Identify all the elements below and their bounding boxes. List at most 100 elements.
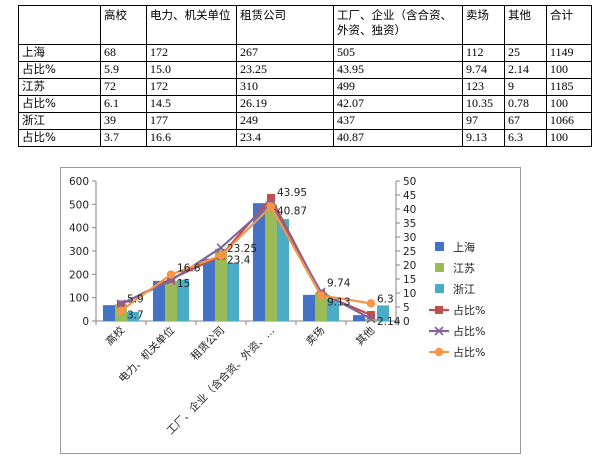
table-cell: 9 <box>504 78 547 96</box>
y-tick-label: 600 <box>69 176 89 188</box>
table-cell: 100 <box>546 129 592 147</box>
table-cell: 1185 <box>546 78 592 96</box>
table-cell: 43.95 <box>333 61 463 79</box>
table-cell: 39 <box>100 112 147 130</box>
table-cell: 267 <box>236 44 334 62</box>
bar <box>215 248 227 321</box>
category-label: 租赁公司 <box>188 324 227 363</box>
point <box>167 275 175 283</box>
table-cell: 6.3 <box>504 129 547 147</box>
data-label: 5.9 <box>127 293 144 305</box>
legend-marker <box>435 306 443 314</box>
y2-tick-label: 50 <box>403 176 416 188</box>
data-label: 23.25 <box>227 243 257 255</box>
data-label: 43.95 <box>277 187 307 199</box>
row-label-cell: 占比% <box>18 129 101 147</box>
table-cell: 16.6 <box>146 129 237 147</box>
point <box>216 243 226 253</box>
table-cell: 172 <box>146 44 237 62</box>
table-cell: 40.87 <box>333 129 463 147</box>
legend-marker <box>434 326 444 336</box>
legend-swatch <box>435 263 444 272</box>
y2-tick-label: 25 <box>403 246 416 258</box>
header-cell-total: 合计 <box>546 5 592 45</box>
legend-label: 江苏 <box>453 262 475 275</box>
data-label: 2.14 <box>377 316 401 328</box>
point <box>366 299 376 308</box>
legend-swatch <box>435 284 444 293</box>
row-label-cell: 占比% <box>18 61 101 79</box>
bar <box>165 280 177 321</box>
bar <box>277 219 289 321</box>
chart-area: 0 100 200 300 400 500 600 0 5 10 15 20 25 30 35 40 45 50 5… <box>60 167 521 454</box>
table-cell: 1149 <box>546 44 592 62</box>
table-cell: 177 <box>146 112 237 130</box>
data-label: 15 <box>177 278 190 290</box>
category-label: 高校 <box>103 324 127 348</box>
table-cell: 505 <box>333 44 463 62</box>
data-label: 9.13 <box>327 296 350 308</box>
table-cell: 3.7 <box>100 129 147 147</box>
bar <box>365 318 377 321</box>
point <box>367 311 375 320</box>
point <box>267 193 275 202</box>
bar <box>303 294 315 321</box>
statistics-table: 高校 电力、机关单位 租赁公司 工厂、企业（含合资、外资、独资） 卖场 其他 合… <box>18 5 592 147</box>
table-row: 占比% 5.9 15.0 23.25 43.95 9.74 2.14 100 <box>18 61 592 79</box>
point <box>116 299 126 309</box>
y2-tick-label: 40 <box>403 204 416 216</box>
table-cell: 97 <box>462 112 505 130</box>
point <box>166 270 176 279</box>
legend-label: 上海 <box>453 240 475 254</box>
bar <box>253 203 265 321</box>
bar <box>103 305 115 321</box>
point <box>366 314 376 324</box>
bar <box>227 262 239 321</box>
y2-tick-label: 15 <box>403 274 416 286</box>
data-label: 23.4 <box>227 254 251 266</box>
table-cell: 1066 <box>546 112 592 130</box>
table-cell: 437 <box>333 112 463 130</box>
bar <box>203 258 215 321</box>
category-label: 工厂、企业（含合资、外资、… <box>164 324 277 437</box>
bar <box>315 292 327 321</box>
header-cell-power-government: 电力、机关单位 <box>146 5 237 45</box>
data-label: 3.7 <box>127 310 144 322</box>
y-tick-label: 0 <box>82 316 89 328</box>
table-row: 上海 68 172 267 505 112 25 1149 <box>18 44 592 62</box>
bar <box>327 298 339 321</box>
table-cell: 42.07 <box>333 95 463 113</box>
table-cell: 2.14 <box>504 61 547 79</box>
data-label: 6.3 <box>377 293 394 305</box>
table-cell: 9.74 <box>462 61 505 79</box>
table-cell: 310 <box>236 78 334 96</box>
header-cell-university: 高校 <box>100 5 147 45</box>
table-cell: 9.13 <box>462 129 505 147</box>
category-label: 卖场 <box>303 324 327 348</box>
table-row: 浙江 39 177 249 437 97 67 1066 <box>18 112 592 130</box>
table-cell: 23.4 <box>236 129 334 147</box>
bar <box>377 305 389 321</box>
table-cell: 6.1 <box>100 95 147 113</box>
table-cell: 68 <box>100 44 147 62</box>
table-cell: 10.35 <box>462 95 505 113</box>
table-cell: 0.78 <box>504 95 547 113</box>
y2-tick-label: 20 <box>403 260 416 272</box>
table-cell: 123 <box>462 78 505 96</box>
legend-label: 浙江 <box>453 283 475 296</box>
point <box>116 306 126 315</box>
bar <box>353 315 365 321</box>
table-cell: 67 <box>504 112 547 130</box>
table-cell: 15.0 <box>146 61 237 79</box>
y-tick-label: 500 <box>69 199 89 211</box>
table-cell: 23.25 <box>236 61 334 79</box>
y-tick-label: 200 <box>69 269 89 281</box>
y-tick-label: 400 <box>69 223 89 235</box>
point <box>316 291 326 300</box>
y2-tick-label: 0 <box>403 316 410 328</box>
table-row: 占比% 3.7 16.6 23.4 40.87 9.13 6.3 100 <box>18 129 592 147</box>
legend-swatch <box>435 242 444 251</box>
table-header-row: 高校 电力、机关单位 租赁公司 工厂、企业（含合资、外资、独资） 卖场 其他 合… <box>18 5 592 45</box>
combo-chart: 0 100 200 300 400 500 600 0 5 10 15 20 25 30 35 40 45 50 5… <box>69 176 486 437</box>
header-cell-factory-enterprise: 工厂、企业（含合资、外资、独资） <box>333 5 463 45</box>
